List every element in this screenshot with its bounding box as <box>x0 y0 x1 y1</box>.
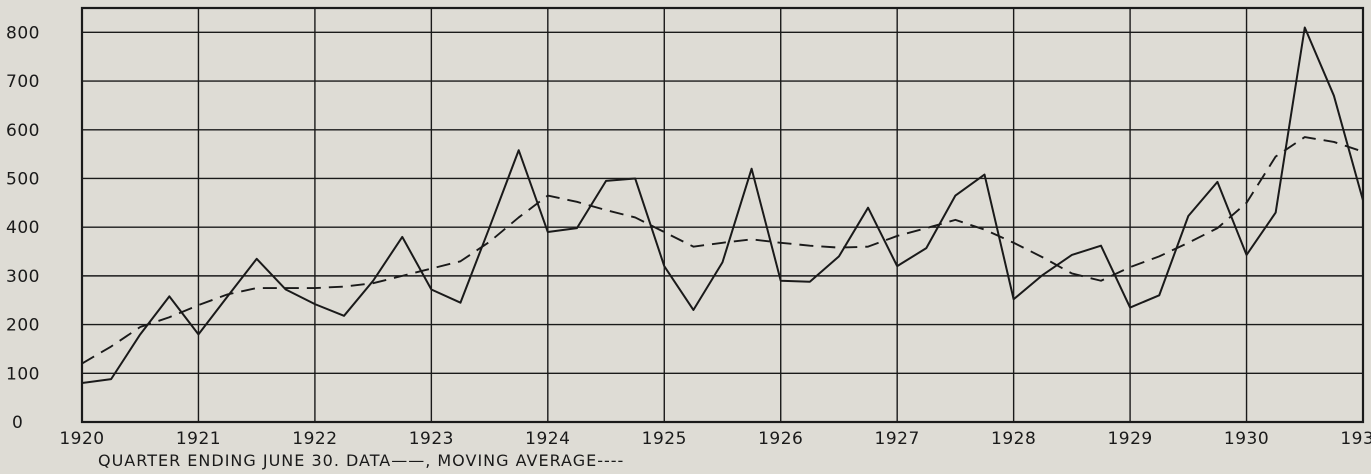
chart-caption: QUARTER ENDING JUNE 30. DATA——, MOVING A… <box>98 451 624 470</box>
x-tick-label: 1925 <box>642 429 687 449</box>
y-tick-label: 400 <box>6 218 40 238</box>
x-tick-label: 1928 <box>991 429 1036 449</box>
y-tick-labels: 0 100 200 300 400 500 600 700 800 <box>6 23 40 433</box>
y-tick-label: 100 <box>6 364 40 384</box>
x-tick-label: 1930 <box>1224 429 1269 449</box>
y-tick-label: 300 <box>6 267 40 287</box>
y-tick-label: 700 <box>6 72 40 92</box>
y-tick-label: 600 <box>6 121 40 141</box>
y-tick-label: 500 <box>6 169 40 189</box>
y-tick-label: 800 <box>6 23 40 43</box>
x-tick-label: 1924 <box>525 429 570 449</box>
plot-border <box>80 6 1365 424</box>
x-tick-label: 1929 <box>1107 429 1152 449</box>
x-tick-labels: 1920 1921 1922 1923 1924 1925 1926 1927 1928 1929… <box>59 429 1371 449</box>
x-tick-label: 1920 <box>59 429 104 449</box>
y-tick-label: 0 <box>12 413 23 433</box>
x-tick-label: 1923 <box>409 429 454 449</box>
grid <box>81 8 1364 423</box>
x-tick-label: 1927 <box>875 429 920 449</box>
series-group <box>81 26 1364 385</box>
x-tick-label: 1921 <box>176 429 221 449</box>
y-tick-label: 200 <box>6 316 40 336</box>
x-tick-label: 1922 <box>292 429 337 449</box>
data-line <box>81 26 1364 385</box>
plot-frame <box>80 6 1365 424</box>
x-tick-label: 1931 <box>1340 429 1371 449</box>
x-tick-label: 1926 <box>758 429 803 449</box>
moving-average-line <box>81 136 1364 365</box>
